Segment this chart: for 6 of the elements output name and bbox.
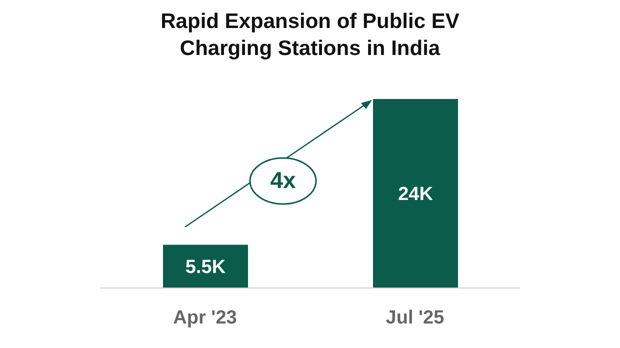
annotation: 4x xyxy=(269,166,297,194)
chart-title: Rapid Expansion of Public EV Charging Stations in India xyxy=(160,9,460,62)
data-label: 24K xyxy=(398,184,434,206)
x-tick-label: Jul '25 xyxy=(386,307,445,328)
data-label: 5.5K xyxy=(185,257,226,278)
x-tick-label: Apr '23 xyxy=(173,307,237,328)
